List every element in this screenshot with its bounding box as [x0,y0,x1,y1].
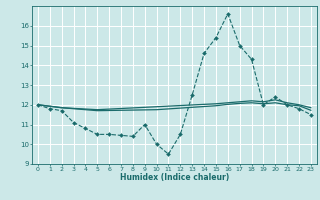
X-axis label: Humidex (Indice chaleur): Humidex (Indice chaleur) [120,173,229,182]
